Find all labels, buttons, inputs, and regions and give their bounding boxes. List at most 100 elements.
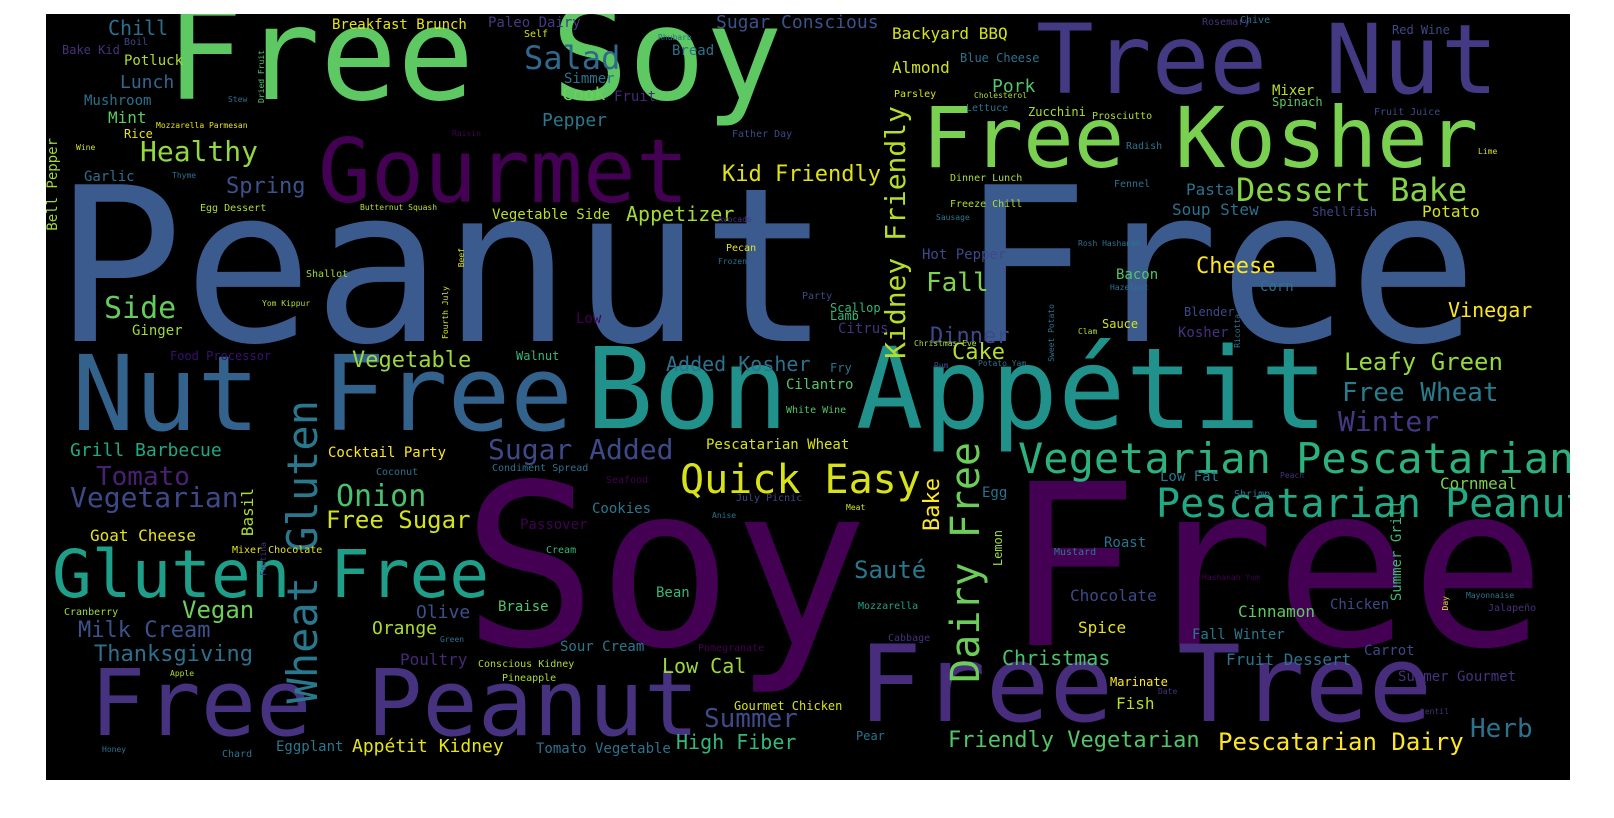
word: Sour Cream xyxy=(560,639,645,655)
word: Eggplant xyxy=(276,739,344,755)
word: Fall Winter xyxy=(1192,627,1285,643)
word: Boil xyxy=(124,37,149,48)
word: Salad xyxy=(524,39,621,77)
word: Tree Nut xyxy=(1036,14,1499,116)
word: Ginger xyxy=(132,323,183,339)
word: Party xyxy=(802,291,833,302)
word: Summer Gourmet xyxy=(1398,669,1517,685)
word-cloud: Peanut Free Soy Free Free Soy Bon Appéti… xyxy=(46,14,1570,780)
word: Avocado xyxy=(718,215,752,224)
word: Dairy Free xyxy=(943,442,989,683)
word: Radish xyxy=(1126,141,1163,152)
word: Bacon xyxy=(1116,267,1159,283)
word: Lamb xyxy=(830,309,859,323)
word: Vegetable Side xyxy=(492,207,611,223)
word: Coconut xyxy=(376,467,419,478)
word: Rosemary xyxy=(1202,17,1251,28)
word: Almond xyxy=(892,58,950,77)
word: Pineapple xyxy=(502,673,557,684)
word: Lime xyxy=(1478,147,1498,156)
word: Prosciutto xyxy=(1092,111,1153,122)
word: Vinegar xyxy=(1448,298,1533,322)
word: Parsley xyxy=(894,89,937,100)
word: Honey xyxy=(102,745,127,754)
word: Fruit xyxy=(614,89,657,105)
word: Chocolate xyxy=(1070,586,1157,605)
word: Date xyxy=(1158,687,1178,696)
word: Zucchini xyxy=(1028,105,1086,119)
word: Sauce xyxy=(1102,317,1139,331)
word: Kosher xyxy=(1178,325,1229,341)
word: Cholesterol xyxy=(974,91,1027,100)
word: Red Wine xyxy=(1392,23,1450,37)
word: Potluck xyxy=(124,53,184,69)
word: Carrot xyxy=(1364,643,1415,659)
word: Free Soy xyxy=(166,14,783,130)
word: Dinner Lunch xyxy=(950,173,1023,184)
word: Braise xyxy=(498,599,549,615)
word: Rice xyxy=(124,127,153,141)
word: Pear xyxy=(856,729,885,743)
word: Low Fat xyxy=(1160,469,1220,485)
word: Bon Appétit xyxy=(586,325,1328,455)
word: Christmas Eve xyxy=(914,339,977,348)
word: Potato Yam xyxy=(978,359,1027,368)
word: Bell Pepper xyxy=(46,138,61,231)
word: Jalapeño xyxy=(1488,603,1537,614)
word: Kid Friendly xyxy=(722,162,881,187)
word: Mint xyxy=(108,108,147,127)
word: Onion xyxy=(336,479,427,514)
word: Condiment Spread xyxy=(492,463,589,474)
word: Healthy xyxy=(140,135,259,168)
word: Nut Free xyxy=(72,333,573,455)
word: Food Processor xyxy=(170,349,272,363)
word: Sugar Conscious xyxy=(716,14,879,33)
word: Grill Barbecue xyxy=(70,440,222,461)
word: Citrus xyxy=(838,321,889,337)
word: Free Tree xyxy=(858,623,1433,746)
word: Peach xyxy=(1280,471,1305,480)
word: Milk Cream xyxy=(78,618,211,643)
word: Passover xyxy=(520,517,588,533)
word: Anise xyxy=(712,511,737,520)
word: Conscious Kidney xyxy=(478,659,575,670)
word: Chicken xyxy=(1330,597,1390,613)
word: Pescatarian Wheat xyxy=(706,437,850,453)
word: Low Cal xyxy=(662,654,747,678)
word: Free Kosher xyxy=(922,89,1479,187)
word: Spice xyxy=(1078,618,1127,637)
word: Lunch xyxy=(120,72,175,93)
word: Cranberry xyxy=(64,607,119,618)
word: Goat Cheese xyxy=(90,526,196,545)
word: Friendly Vegetarian xyxy=(948,728,1200,753)
word: Orange xyxy=(372,618,438,639)
word: Cheese xyxy=(1196,254,1276,279)
word: Frozen xyxy=(718,257,747,266)
word: Sweet Potato xyxy=(1047,304,1056,362)
word: Tomato Vegetable xyxy=(536,741,671,757)
word: Cornmeal xyxy=(1440,474,1518,493)
word: Yom Kippur xyxy=(262,299,311,308)
word: Soy Free xyxy=(462,437,1546,699)
word: Thyme xyxy=(172,171,197,180)
word: Rosh Hashanah xyxy=(1078,239,1141,248)
word: Fruit Juice xyxy=(1374,107,1441,118)
word: Mozzarella xyxy=(858,601,919,612)
word: Marinate xyxy=(1110,675,1168,689)
word: Roast xyxy=(1104,535,1147,551)
word: White Wine xyxy=(786,405,847,416)
word: Lettuce xyxy=(966,103,1009,114)
word: Garlic xyxy=(84,169,135,185)
word: Vegetarian xyxy=(70,481,239,514)
word: Lentil xyxy=(1420,707,1449,716)
word: Chill xyxy=(108,16,169,40)
word: Seafood xyxy=(606,475,649,486)
word: Fall xyxy=(926,268,989,298)
word: Free Sugar xyxy=(326,506,471,534)
word: Vegetable xyxy=(352,348,472,373)
word: Vegan xyxy=(182,596,255,624)
word: Summer xyxy=(704,704,798,734)
word: Leafy Green xyxy=(1344,348,1503,376)
word: Dried Fruit xyxy=(257,50,266,103)
word: Sauté xyxy=(854,556,927,584)
